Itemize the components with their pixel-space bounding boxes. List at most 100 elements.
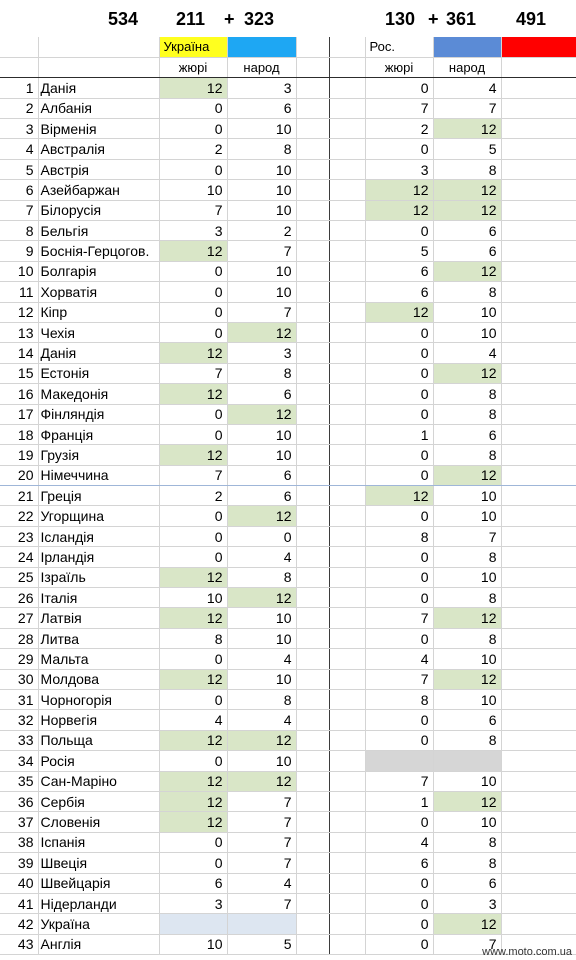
ukraine-jury-score: 12 <box>159 669 228 691</box>
spacer <box>296 771 330 792</box>
table-row: 37 Словенія 12 7 0 10 <box>0 811 576 833</box>
spacer <box>296 689 330 711</box>
ukraine-people-score: 10 <box>227 750 297 772</box>
spacer <box>329 159 366 181</box>
row-number: 21 <box>0 485 39 507</box>
spacer <box>501 138 576 160</box>
russia-jury-score: 0 <box>365 404 434 425</box>
country-name: Сербія <box>38 791 160 813</box>
spacer <box>501 791 576 813</box>
row-number: 33 <box>0 730 39 752</box>
table-row: 42 Україна 0 12 <box>0 913 576 935</box>
ukraine-people-score: 4 <box>227 709 297 731</box>
russia-people-score: 7 <box>433 98 502 120</box>
russia-jury-score: 7 <box>365 771 434 792</box>
country-name: Словенія <box>38 811 160 833</box>
russia-people-score: 12 <box>433 465 502 487</box>
ukraine-people-header: народ <box>227 57 297 79</box>
spacer <box>296 852 330 874</box>
russia-people-score: 4 <box>433 342 502 364</box>
spacer <box>329 138 366 160</box>
russia-people-score: 10 <box>433 648 502 670</box>
ukraine-people-score: 6 <box>227 485 297 507</box>
russia-people-score: 8 <box>433 281 502 303</box>
row-number: 16 <box>0 383 39 405</box>
country-name: Німеччина <box>38 465 160 487</box>
country-name: Австрія <box>38 159 160 181</box>
russia-people-header: народ <box>433 57 502 79</box>
russia-people-score: 12 <box>433 118 502 140</box>
russia-jury-score: 6 <box>365 281 434 303</box>
country-name: Македонія <box>38 383 160 405</box>
spacer <box>296 342 330 364</box>
spacer <box>296 567 330 589</box>
spacer <box>329 791 366 813</box>
ukraine-people-score: 4 <box>227 873 297 894</box>
ukraine-jury-score: 0 <box>159 852 228 874</box>
spacer <box>329 220 366 242</box>
spacer <box>501 424 576 446</box>
spacer <box>329 730 366 752</box>
spacer <box>329 771 366 792</box>
russia-people-score: 10 <box>433 302 502 323</box>
russia-jury-score: 6 <box>365 261 434 283</box>
country-name: Естонія <box>38 363 160 385</box>
country-name: Вірменія <box>38 118 160 140</box>
spacer <box>501 546 576 568</box>
ukraine-people-score: 7 <box>227 811 297 833</box>
country-name: Білорусія <box>38 200 160 222</box>
spacer <box>329 669 366 691</box>
watermark: www.moto.com.ua <box>482 946 572 958</box>
russia-jury-total: 130 <box>385 9 416 29</box>
russia-people-score: 8 <box>433 587 502 609</box>
spacer <box>329 302 366 323</box>
country-name: Угорщина <box>38 505 160 527</box>
table-row: 32 Норвегія 4 4 0 6 <box>0 709 576 731</box>
russia-people-score: 6 <box>433 709 502 731</box>
spacer <box>329 118 366 140</box>
spacer <box>296 383 330 405</box>
russia-jury-score: 7 <box>365 98 434 120</box>
ukraine-jury-score: 0 <box>159 546 228 568</box>
russia-people-score: 8 <box>433 404 502 425</box>
ukraine-people-score <box>227 913 297 935</box>
ukraine-jury-score: 4 <box>159 709 228 731</box>
ukraine-jury-score: 12 <box>159 383 228 405</box>
row-number: 9 <box>0 240 39 262</box>
ukraine-jury-score: 0 <box>159 281 228 303</box>
table-row: 20 Німеччина 7 6 0 12 <box>0 465 576 487</box>
country-name: Польща <box>38 730 160 752</box>
spacer <box>296 118 330 140</box>
country-name: Ізраїль <box>38 567 160 589</box>
ukraine-jury-score: 12 <box>159 791 228 813</box>
russia-people-score: 8 <box>433 730 502 752</box>
table-row: 36 Сербія 12 7 1 12 <box>0 791 576 813</box>
spacer <box>501 669 576 691</box>
row-number: 4 <box>0 138 39 160</box>
table-row: 39 Швеція 0 7 6 8 <box>0 852 576 874</box>
russia-jury-score: 0 <box>365 811 434 833</box>
spacer <box>296 934 330 956</box>
russia-jury-score: 12 <box>365 302 434 323</box>
ukraine-flag-blue <box>227 37 297 58</box>
spacer <box>501 404 576 425</box>
table-row: 38 Іспанія 0 7 4 8 <box>0 832 576 854</box>
ukraine-header: Україна <box>159 37 228 58</box>
russia-jury-score: 0 <box>365 220 434 242</box>
russia-jury-score: 8 <box>365 526 434 548</box>
spacer <box>296 505 330 527</box>
spacer <box>296 444 330 466</box>
row-number: 41 <box>0 893 39 915</box>
ukraine-jury-score: 7 <box>159 465 228 487</box>
spacer <box>296 98 330 120</box>
spacer <box>501 77 576 99</box>
spacer <box>501 322 576 344</box>
russia-flag-blue <box>433 37 502 58</box>
russia-people-score: 12 <box>433 200 502 222</box>
country-name: Чорногорія <box>38 689 160 711</box>
russia-jury-score: 8 <box>365 689 434 711</box>
ukraine-jury-score: 0 <box>159 424 228 446</box>
ukraine-jury-score: 10 <box>159 934 228 956</box>
ukraine-people-score: 12 <box>227 587 297 609</box>
spacer <box>501 179 576 201</box>
